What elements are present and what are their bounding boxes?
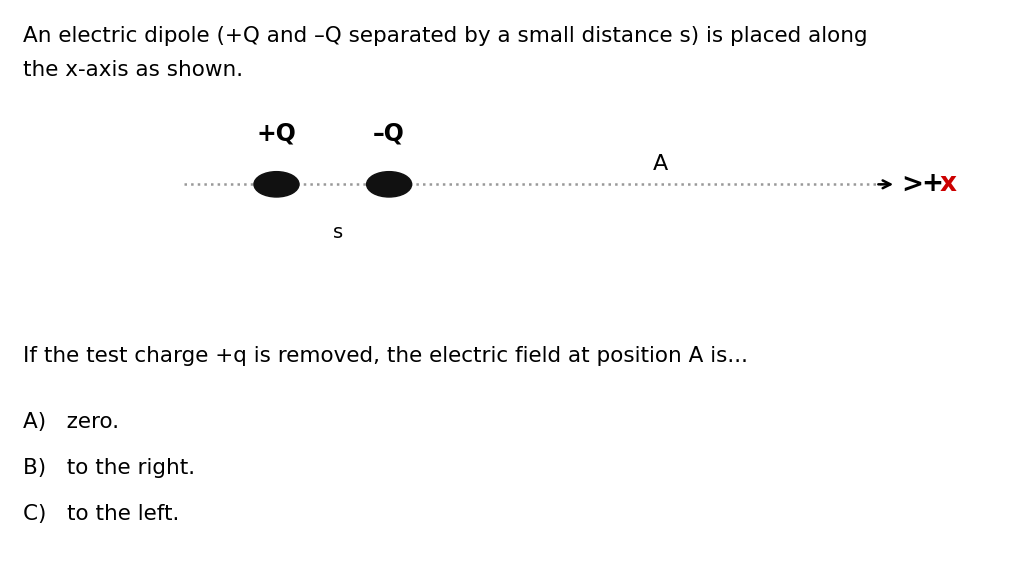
Text: A: A (653, 154, 668, 174)
Text: +: + (922, 171, 943, 198)
Text: x: x (940, 171, 957, 198)
Text: If the test charge +q is removed, the electric field at position A is...: If the test charge +q is removed, the el… (23, 346, 748, 366)
Text: +Q: +Q (257, 122, 296, 146)
Text: the x-axis as shown.: the x-axis as shown. (23, 60, 243, 81)
Text: B)   to the right.: B) to the right. (23, 458, 195, 478)
Text: An electric dipole (+Q and –Q separated by a small distance s) is placed along: An electric dipole (+Q and –Q separated … (23, 26, 867, 46)
Text: A)   zero.: A) zero. (23, 412, 119, 432)
Text: >: > (901, 171, 923, 198)
Circle shape (367, 172, 412, 197)
Text: C)   to the left.: C) to the left. (23, 504, 179, 524)
Circle shape (254, 172, 299, 197)
Text: –Q: –Q (373, 122, 406, 146)
Text: s: s (333, 223, 343, 242)
